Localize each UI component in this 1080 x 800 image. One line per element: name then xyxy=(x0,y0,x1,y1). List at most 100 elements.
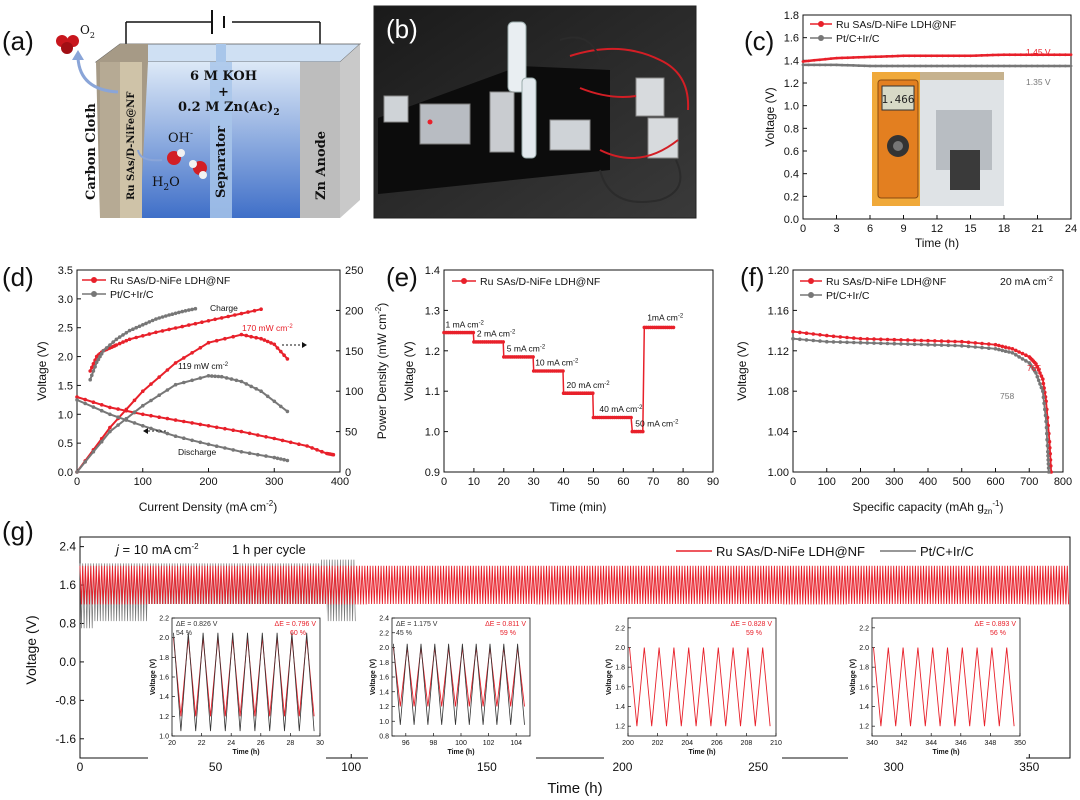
g-inset-xtick-label: 340 xyxy=(866,740,878,747)
d-point-pt-power xyxy=(216,374,221,379)
d-point-pt-power xyxy=(132,410,137,415)
c-point-pt xyxy=(885,64,889,68)
d-point-ru-charge xyxy=(173,326,178,330)
f-point-ru xyxy=(1041,377,1045,381)
g-ytick-label: -0.8 xyxy=(55,693,76,707)
e-xtick-label: 10 xyxy=(468,476,480,488)
f-point-pt xyxy=(1007,350,1011,354)
g-inset-ytick-label: 1.4 xyxy=(615,704,625,711)
g-inset-ylabel: Voltage (V) xyxy=(850,659,857,695)
c-point-ru xyxy=(823,57,827,61)
d-point-pt-charge xyxy=(108,343,112,347)
f-point-pt xyxy=(1046,454,1050,458)
f-ytick-label: 1.04 xyxy=(768,427,789,439)
g-inset-xtick-label: 20 xyxy=(168,740,176,747)
c-point-ru xyxy=(1030,53,1034,57)
multimeter-reading: 1.466 xyxy=(881,93,914,106)
c-xtick-label: 9 xyxy=(900,223,906,235)
g-inset-frame xyxy=(871,617,1021,737)
d-point-pt-charge xyxy=(170,312,175,317)
d-point-pt-power xyxy=(239,379,244,384)
d-point-ru-power xyxy=(198,346,203,350)
d-xtick-label: 100 xyxy=(134,476,152,488)
d-point-pt-discharge xyxy=(264,454,268,458)
g-inset-1: 20 22 24 26 28 30 1.0 1.2 1.4 1.6 1.8 2.0 2.2 ΔE = 0.… xyxy=(148,604,326,762)
g-inset-ytick-label: 2.2 xyxy=(159,616,169,623)
c-point-ru xyxy=(857,55,861,59)
d-point-pt-discharge xyxy=(132,421,137,425)
e-ytick-label: 1.0 xyxy=(425,427,440,439)
chart-d: (d) 0 100 200 300 400 0.0 0.5 1.0 1.5 2.0 2.5 3.0 3.… xyxy=(2,262,389,514)
c-point-pt xyxy=(879,64,883,68)
e-point-ru xyxy=(501,340,506,344)
f-point-ru xyxy=(997,343,1001,348)
d-point-pt-power xyxy=(272,399,277,404)
c-point-ru xyxy=(890,54,894,58)
d-point-pt-charge xyxy=(137,324,142,329)
d-point-ru-discharge xyxy=(305,444,309,448)
d-point-ru-charge xyxy=(117,341,122,346)
f-xtick-label: 700 xyxy=(1020,476,1038,488)
c-xlabel: Time (h) xyxy=(915,236,959,250)
chart-e: (e) 0 10 20 30 40 50 60 70 80 90 0.9 1.0 1.1 1.2 1.3 1.… xyxy=(386,262,719,514)
d-point-pt-discharge xyxy=(239,450,244,454)
g-inset-ylabel: Voltage (V) xyxy=(370,659,377,695)
f-point-ru xyxy=(811,332,816,336)
d-point-ru-discharge xyxy=(157,415,161,420)
panel-label-b: (b) xyxy=(386,14,418,44)
f-point-ru xyxy=(1003,345,1008,350)
f-xtick-label: 500 xyxy=(953,476,971,488)
f-point-pt xyxy=(1043,413,1048,418)
e-step-label: 10 mA cm-2 xyxy=(535,358,579,368)
c-point-pt xyxy=(1024,64,1028,68)
d-point-pt-charge xyxy=(121,333,125,337)
d-point-pt-power xyxy=(75,470,79,474)
legend-d-pt: Pt/C+Ir/C xyxy=(110,289,154,301)
g-xtick-label: 350 xyxy=(1019,760,1039,774)
d-point-pt-charge xyxy=(94,360,99,365)
f-point-pt xyxy=(804,338,809,342)
g-inset-ru-curve xyxy=(629,647,771,727)
f-point-pt xyxy=(811,338,816,343)
g-inset-eff-ru: 56 % xyxy=(990,630,1006,637)
plus-label: + xyxy=(218,85,229,100)
legend-g: Ru SAs/D-NiFe LDH@NF Pt/C+Ir/C xyxy=(676,544,974,559)
c-xtick-label: 15 xyxy=(964,223,976,235)
d-point-pt-power xyxy=(265,394,270,399)
d-point-pt-discharge xyxy=(285,458,290,463)
d-point-pt-discharge xyxy=(190,438,194,443)
d-point-pt-charge xyxy=(147,320,152,324)
g-inset-ytick-label: 1.2 xyxy=(615,724,625,731)
c-point-pt xyxy=(1052,64,1056,68)
c-ytick-label: 1.8 xyxy=(784,10,799,22)
d-point-pt-discharge xyxy=(108,412,112,417)
d-point-ru-power xyxy=(149,382,153,386)
d-point-pt-charge xyxy=(150,318,155,323)
d-point-ru-charge xyxy=(121,340,125,344)
d-point-pt-power xyxy=(219,374,224,379)
f-point-ru xyxy=(804,331,809,336)
d-point-ru-discharge xyxy=(223,426,227,431)
g-inset-pt-curve xyxy=(393,643,525,725)
d-point-ru-charge xyxy=(124,338,129,343)
d-point-pt-charge xyxy=(104,346,109,350)
f-point-pt xyxy=(993,347,998,351)
separator-label: Separator xyxy=(214,126,229,198)
d-point-pt-charge xyxy=(93,364,97,369)
c-xtick-label: 6 xyxy=(867,223,873,235)
legend-d-ru: Ru SAs/D-NiFe LDH@NF xyxy=(110,275,230,287)
f-point-ru xyxy=(879,337,883,342)
d-point-ru-charge xyxy=(91,362,96,366)
d-point-ru-power xyxy=(249,334,253,339)
f-point-pt xyxy=(912,342,917,347)
f-point-pt xyxy=(926,342,930,347)
g-inset-ytick-label: 1.6 xyxy=(159,675,169,682)
g-inset-xtick-label: 96 xyxy=(402,740,410,747)
d-point-ru-charge xyxy=(193,321,198,326)
f-point-pt xyxy=(899,342,903,346)
c-point-ru xyxy=(835,56,838,60)
d-point-ru-charge xyxy=(154,330,158,335)
d-point-pt-discharge xyxy=(83,401,87,406)
f-point-pt xyxy=(1039,385,1044,390)
